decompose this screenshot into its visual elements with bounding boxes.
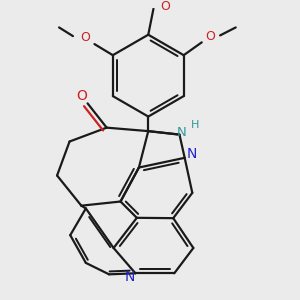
Text: O: O [205, 30, 214, 43]
Text: N: N [187, 147, 197, 161]
Text: N: N [125, 270, 135, 284]
Text: O: O [80, 31, 90, 44]
Text: H: H [191, 120, 199, 130]
Text: O: O [161, 1, 170, 13]
Text: O: O [76, 89, 87, 103]
Text: N: N [176, 126, 186, 139]
